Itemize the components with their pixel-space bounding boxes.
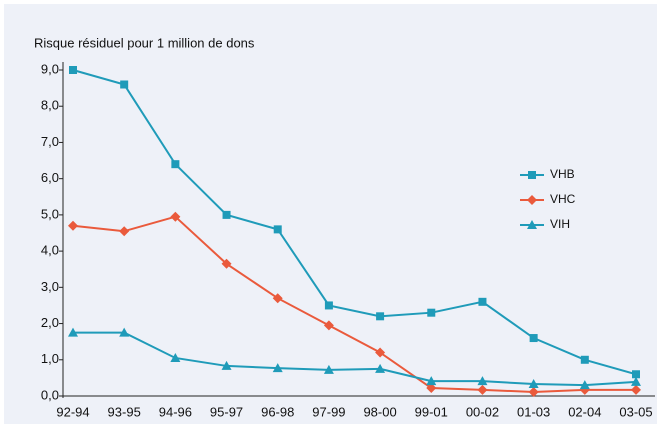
marker [221, 360, 232, 370]
x-tick-label: 02-04 [568, 404, 601, 419]
series-line [72, 215, 636, 394]
marker [323, 364, 334, 374]
marker [529, 334, 538, 343]
marker [120, 80, 129, 89]
marker [69, 66, 77, 74]
marker [171, 160, 180, 169]
marker [68, 327, 78, 337]
series-line [73, 331, 637, 387]
marker [272, 293, 283, 304]
x-tick-label: 95-97 [210, 404, 243, 419]
chart-background [4, 4, 657, 424]
x-tick-label: 03-05 [619, 404, 652, 419]
marker [119, 226, 130, 237]
marker [477, 376, 488, 386]
y-tick-label: 3,0 [41, 279, 59, 294]
marker [68, 220, 78, 231]
marker [580, 355, 589, 364]
y-tick-label: 6,0 [41, 170, 59, 185]
marker [528, 379, 539, 389]
marker [375, 347, 386, 358]
y-tick-label: 9,0 [41, 61, 59, 76]
marker [528, 387, 539, 398]
marker [478, 297, 487, 306]
marker [222, 210, 231, 219]
marker [579, 380, 590, 390]
marker [632, 370, 640, 379]
y-tick-label: 0,0 [41, 387, 59, 402]
x-tick-label: 93-95 [108, 404, 141, 419]
marker [427, 308, 436, 317]
y-tick-label: 2,0 [41, 315, 59, 330]
x-tick-label: 94-96 [159, 404, 192, 419]
chart-title: Risque résiduel pour 1 million de dons [34, 35, 255, 50]
legend-label: VIH [550, 217, 570, 231]
marker [528, 171, 536, 179]
x-tick-label: 97-99 [312, 404, 345, 419]
y-tick-label: 5,0 [41, 206, 59, 221]
marker [426, 376, 437, 386]
x-tick-label: 98-00 [363, 404, 396, 419]
marker [119, 327, 130, 337]
marker [426, 383, 437, 394]
y-tick-label: 8,0 [41, 98, 59, 113]
marker [527, 195, 537, 205]
legend-label: VHC [550, 192, 576, 206]
marker [272, 363, 283, 373]
y-tick-label: 7,0 [41, 134, 59, 149]
marker [170, 352, 181, 362]
x-tick-label: 99-01 [415, 404, 448, 419]
marker [221, 258, 232, 269]
marker [324, 301, 333, 310]
x-tick-label: 96-98 [261, 404, 294, 419]
marker [273, 225, 282, 234]
series-line [72, 69, 637, 376]
marker [375, 363, 386, 373]
marker [631, 384, 641, 395]
x-tick-label: 01-03 [517, 404, 550, 419]
marker [376, 312, 385, 321]
marker [170, 211, 181, 222]
legend-label: VHB [550, 167, 575, 181]
marker [527, 220, 537, 229]
x-tick-label: 00-02 [466, 404, 499, 419]
x-tick-label: 92-94 [56, 404, 89, 419]
y-tick-label: 1,0 [41, 351, 59, 366]
marker [323, 320, 334, 331]
marker [477, 384, 488, 395]
marker [631, 376, 641, 386]
y-tick-label: 4,0 [41, 243, 59, 258]
